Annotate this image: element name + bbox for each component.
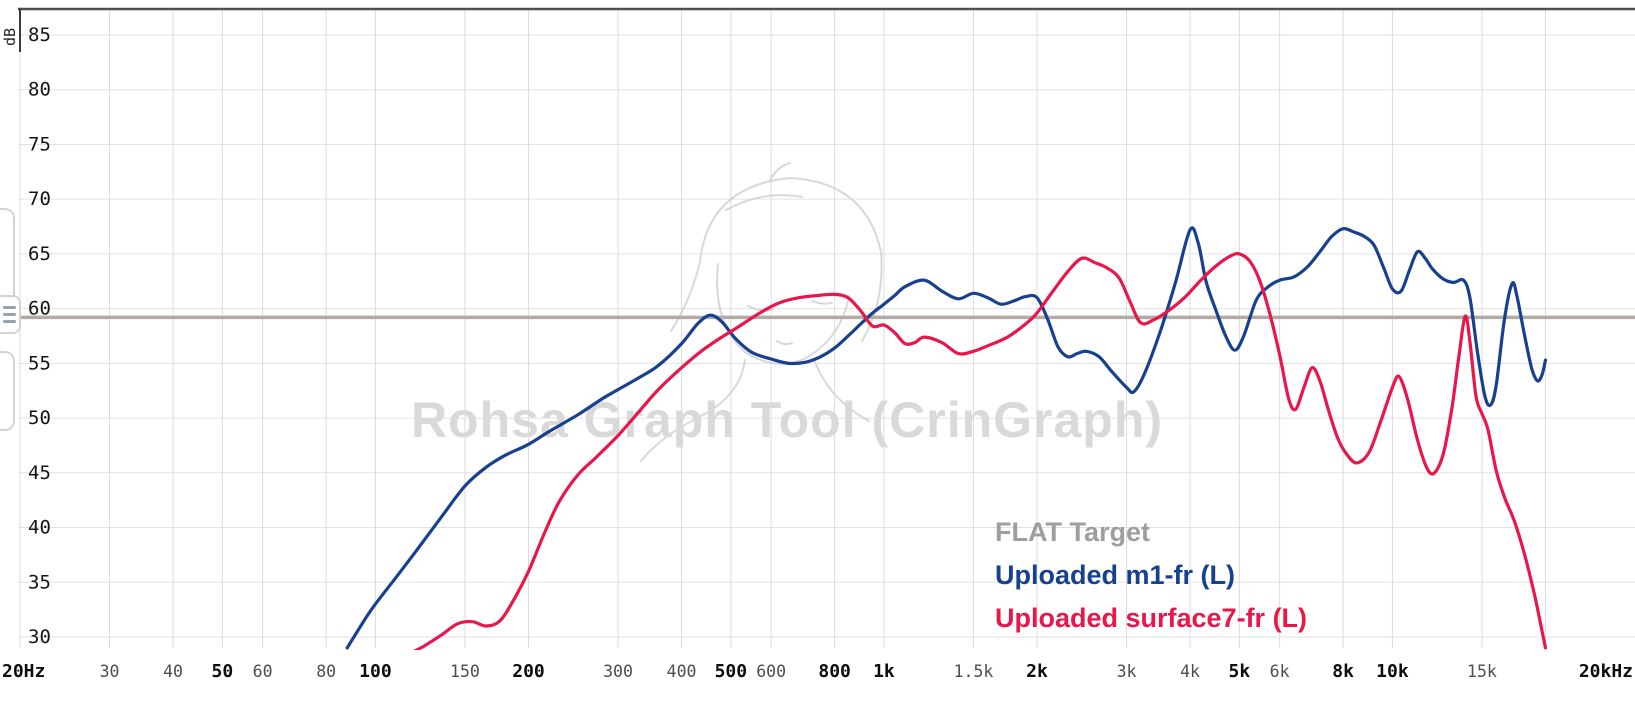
axis-tick-labels: 85 80 75 70 65 60 55 50 45 40 35 30 20Hz 30 40 50 60 80 10… xyxy=(2,24,1633,682)
svg-text:3k: 3k xyxy=(1117,662,1137,681)
svg-text:75: 75 xyxy=(28,133,51,155)
svg-text:65: 65 xyxy=(28,243,51,265)
svg-text:4k: 4k xyxy=(1180,662,1200,681)
svg-text:20Hz: 20Hz xyxy=(2,661,45,682)
svg-text:40: 40 xyxy=(28,517,51,539)
svg-text:1.5k: 1.5k xyxy=(954,662,994,681)
svg-text:20kHz: 20kHz xyxy=(1579,661,1633,682)
legend: FLAT Target Uploaded m1-fr (L) Uploaded … xyxy=(995,516,1307,635)
svg-text:200: 200 xyxy=(512,661,545,682)
hamburger-icon xyxy=(3,306,16,309)
svg-text:55: 55 xyxy=(28,352,51,374)
series-curve-0 xyxy=(345,226,1548,650)
side-panel-menu-button[interactable] xyxy=(0,295,21,334)
watermark-title: Rohsa Graph Tool (CrinGraph) xyxy=(411,392,1163,448)
svg-text:10k: 10k xyxy=(1376,661,1409,682)
svg-text:15k: 15k xyxy=(1467,662,1497,681)
svg-text:35: 35 xyxy=(28,571,51,593)
svg-text:100: 100 xyxy=(359,661,392,682)
hamburger-icon xyxy=(3,313,16,316)
svg-text:60: 60 xyxy=(28,298,51,320)
legend-item-m1-fr[interactable]: Uploaded m1-fr (L) xyxy=(995,560,1235,590)
svg-text:30: 30 xyxy=(28,626,51,648)
svg-text:80: 80 xyxy=(28,79,51,101)
svg-text:8k: 8k xyxy=(1332,661,1354,682)
svg-text:500: 500 xyxy=(715,661,748,682)
svg-text:800: 800 xyxy=(818,661,851,682)
y-axis-unit-label: dB xyxy=(1,28,19,46)
svg-text:5k: 5k xyxy=(1229,661,1251,682)
svg-text:1k: 1k xyxy=(873,661,895,682)
svg-text:40: 40 xyxy=(163,662,183,681)
watermark-sketch-image xyxy=(640,162,883,462)
legend-item-surface7-fr[interactable]: Uploaded surface7-fr (L) xyxy=(995,603,1308,633)
svg-text:80: 80 xyxy=(316,662,336,681)
svg-text:85: 85 xyxy=(28,24,51,46)
svg-text:300: 300 xyxy=(603,662,633,681)
svg-text:400: 400 xyxy=(667,662,697,681)
gridlines xyxy=(18,7,1635,648)
svg-text:6k: 6k xyxy=(1270,662,1290,681)
series-curve-1 xyxy=(413,251,1548,650)
svg-text:45: 45 xyxy=(28,462,51,484)
hamburger-icon xyxy=(3,320,16,323)
svg-text:70: 70 xyxy=(28,188,51,210)
svg-text:30: 30 xyxy=(100,662,120,681)
measurement-curves xyxy=(345,226,1548,650)
svg-text:2k: 2k xyxy=(1026,661,1048,682)
legend-item-flat-target[interactable]: FLAT Target xyxy=(995,517,1150,547)
svg-text:150: 150 xyxy=(450,662,480,681)
svg-text:600: 600 xyxy=(756,662,786,681)
side-panel-handle-bottom[interactable] xyxy=(0,351,15,431)
svg-text:50: 50 xyxy=(28,407,51,429)
svg-text:50: 50 xyxy=(212,661,234,682)
svg-text:60: 60 xyxy=(253,662,273,681)
